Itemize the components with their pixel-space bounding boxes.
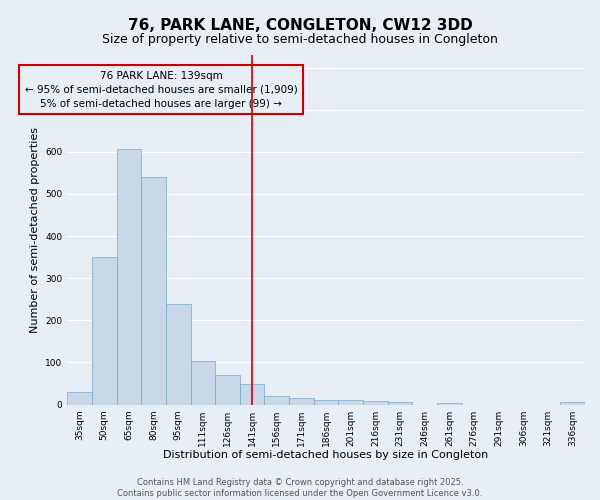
- X-axis label: Distribution of semi-detached houses by size in Congleton: Distribution of semi-detached houses by …: [163, 450, 489, 460]
- Y-axis label: Number of semi-detached properties: Number of semi-detached properties: [29, 127, 40, 333]
- Bar: [141, 177, 166, 404]
- Bar: [338, 400, 363, 404]
- Bar: [314, 400, 338, 404]
- Bar: [363, 401, 388, 404]
- Bar: [92, 257, 116, 404]
- Bar: [191, 361, 215, 405]
- Text: Contains HM Land Registry data © Crown copyright and database right 2025.
Contai: Contains HM Land Registry data © Crown c…: [118, 478, 482, 498]
- Bar: [67, 392, 92, 404]
- Bar: [215, 375, 240, 404]
- Bar: [560, 402, 585, 404]
- Bar: [265, 396, 289, 404]
- Text: 76 PARK LANE: 139sqm
← 95% of semi-detached houses are smaller (1,909)
5% of sem: 76 PARK LANE: 139sqm ← 95% of semi-detac…: [25, 70, 297, 108]
- Text: 76, PARK LANE, CONGLETON, CW12 3DD: 76, PARK LANE, CONGLETON, CW12 3DD: [128, 18, 472, 32]
- Bar: [116, 148, 141, 404]
- Bar: [289, 398, 314, 404]
- Bar: [166, 304, 191, 404]
- Bar: [240, 384, 265, 404]
- Text: Size of property relative to semi-detached houses in Congleton: Size of property relative to semi-detach…: [102, 32, 498, 46]
- Bar: [437, 403, 462, 404]
- Bar: [388, 402, 412, 404]
